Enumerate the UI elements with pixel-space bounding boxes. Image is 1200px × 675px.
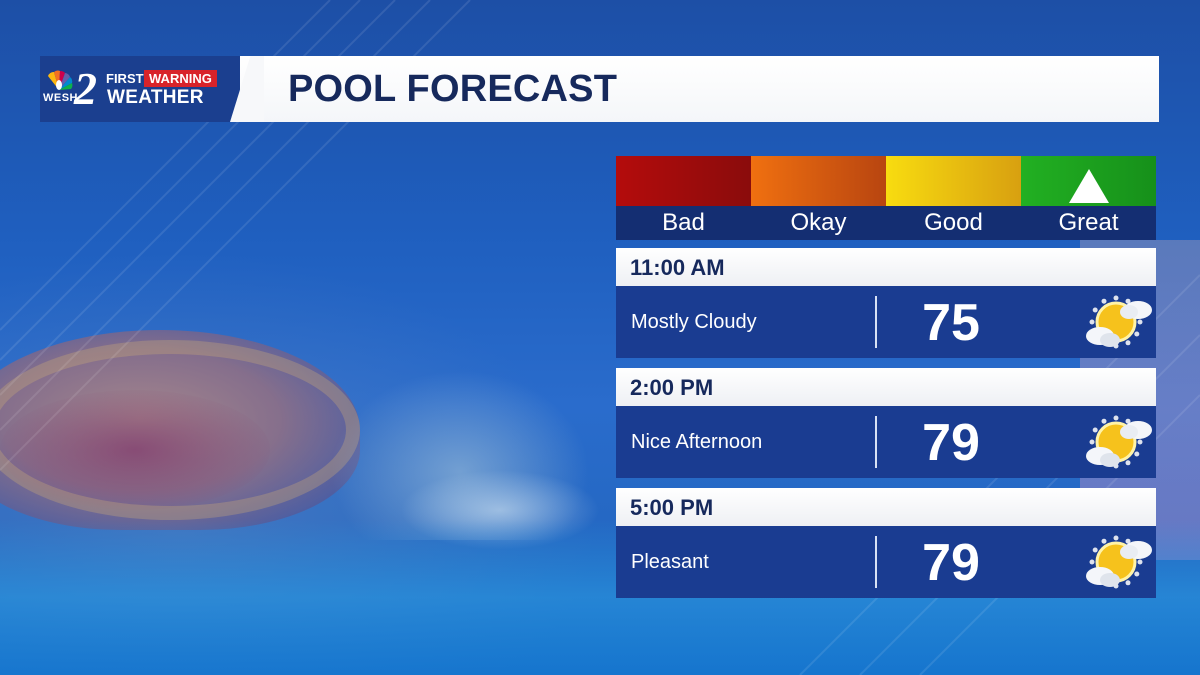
- forecast-temperature: 79: [922, 534, 980, 592]
- scale-segment-okay: [751, 156, 886, 206]
- divider: [875, 416, 877, 468]
- forecast-time: 11:00 AM: [630, 255, 725, 280]
- scale-label-great: Great: [1058, 209, 1119, 236]
- forecast-time: 2:00 PM: [630, 375, 714, 400]
- forecast-temperature: 75: [922, 294, 980, 352]
- brand-warning: WARNING: [144, 70, 217, 87]
- forecast-condition: Nice Afternoon: [631, 431, 763, 453]
- peacock-icon: [48, 70, 73, 90]
- forecast-temperature: 79: [922, 414, 980, 472]
- forecast-time: 5:00 PM: [630, 495, 714, 520]
- page-title: POOL FORECAST: [288, 68, 618, 110]
- brand-weather: WEATHER: [107, 87, 204, 108]
- brand-first: FIRST: [106, 71, 144, 86]
- channel-number: 2: [74, 63, 97, 114]
- station-call-letters: WESH: [43, 92, 78, 104]
- forecast-row: Nice Afternoon 79: [616, 406, 1156, 478]
- scale-segment-good: [886, 156, 1021, 206]
- scale-segment-bad: [616, 156, 751, 206]
- title-bar: [240, 56, 1159, 122]
- partly-cloudy-sun-icon: [1086, 535, 1152, 589]
- scale-label-bad: Bad: [662, 209, 705, 236]
- rating-scale: Bad Okay Good Great: [616, 156, 1156, 240]
- scale-label-okay: Okay: [790, 209, 847, 236]
- header: WESH 2 FIRST WARNING WEATHER POOL FORECA…: [40, 56, 1159, 122]
- divider: [875, 536, 877, 588]
- forecast-row: Pleasant 79: [616, 526, 1156, 598]
- forecast-time-bar: 2:00 PM: [616, 368, 1156, 406]
- scale-label-good: Good: [924, 209, 983, 236]
- forecast-time-bar: 5:00 PM: [616, 488, 1156, 526]
- partly-cloudy-sun-icon: [1086, 295, 1152, 349]
- forecast-row: Mostly Cloudy 75: [616, 286, 1156, 358]
- scale-pointer-icon: [1069, 169, 1109, 203]
- forecast-condition: Pleasant: [631, 551, 709, 573]
- partly-cloudy-sun-icon: [1086, 415, 1152, 469]
- scale-labels: Bad Okay Good Great: [616, 206, 1156, 240]
- divider: [875, 296, 877, 348]
- forecast-time-bar: 11:00 AM: [616, 248, 1156, 286]
- forecast-condition: Mostly Cloudy: [631, 311, 757, 333]
- station-logo: WESH 2 FIRST WARNING WEATHER: [40, 56, 240, 122]
